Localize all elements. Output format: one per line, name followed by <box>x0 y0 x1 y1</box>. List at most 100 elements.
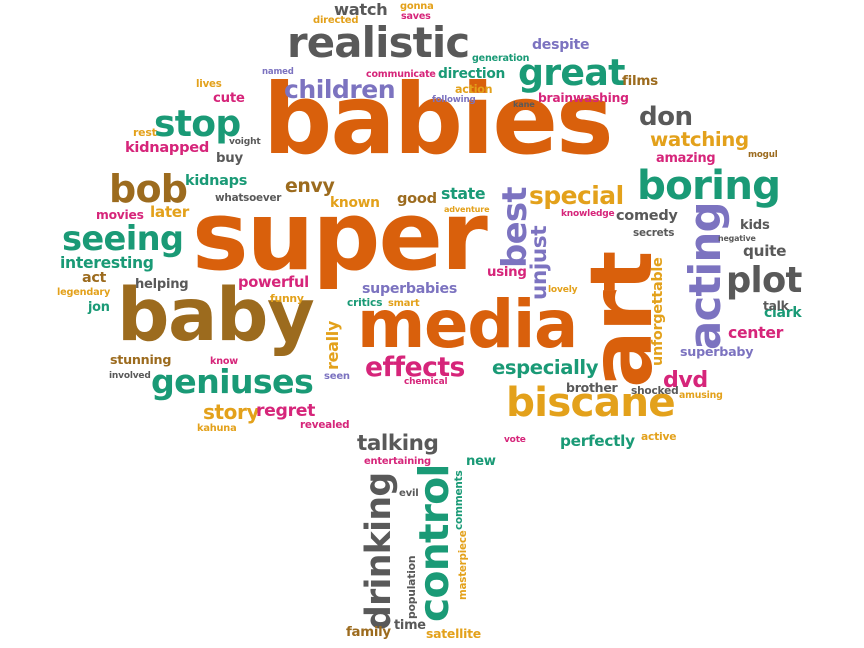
word-stop: stop <box>154 103 241 145</box>
word-brainwashing: brainwashing <box>538 91 629 105</box>
word-seeing: seeing <box>62 219 184 258</box>
word-lives: lives <box>196 79 222 90</box>
word-critics: critics <box>347 296 383 309</box>
word-smart: smart <box>388 298 420 309</box>
word-time: time <box>394 618 426 633</box>
word-movies: movies <box>96 208 144 222</box>
word-amusing: amusing <box>679 390 723 401</box>
word-don: don <box>639 102 693 132</box>
word-brother: brother <box>566 380 618 395</box>
word-helping: helping <box>135 277 189 292</box>
word-kane: kane <box>513 99 535 109</box>
word-baby: baby <box>117 273 315 358</box>
word-evil: evil <box>399 488 419 499</box>
word-effects: effects <box>365 352 465 383</box>
word-communicate: communicate <box>366 69 436 80</box>
word-act: act <box>82 270 107 286</box>
word-drinking: drinking <box>359 472 399 630</box>
word-know: know <box>210 356 238 367</box>
word-legendary: legendary <box>57 287 111 298</box>
word-buy: buy <box>216 151 243 166</box>
word-talking: talking <box>357 431 439 456</box>
word-using: using <box>487 265 527 280</box>
word-satellite: satellite <box>426 626 481 641</box>
word-seen: seen <box>324 371 350 382</box>
word-kids: kids <box>740 218 770 233</box>
word-especially: especially <box>492 356 599 379</box>
word-later: later <box>150 203 189 221</box>
word-whatsoever: whatsoever <box>215 192 282 204</box>
word-involved: involved <box>109 371 151 381</box>
word-gonna: gonna <box>400 1 434 12</box>
word-funny: funny <box>270 292 304 305</box>
word-entertaining: entertaining <box>364 456 431 467</box>
word-cute: cute <box>213 91 245 106</box>
word-new: new <box>466 454 496 469</box>
word-perfectly: perfectly <box>560 432 635 450</box>
word-watching: watching <box>650 128 749 151</box>
word-negative: negative <box>718 234 756 243</box>
word-watch: watch <box>334 0 388 19</box>
word-powerful: powerful <box>238 274 309 291</box>
word-children: children <box>284 75 396 104</box>
word-directed: directed <box>313 15 359 26</box>
word-control: control <box>410 464 458 622</box>
word-mogul: mogul <box>748 150 778 160</box>
word-geniuses: geniuses <box>151 362 314 401</box>
word-media: media <box>357 287 578 363</box>
word-clark: clark <box>764 305 802 321</box>
word-great: great <box>518 51 625 94</box>
word-knowledge: knowledge <box>561 209 615 219</box>
word-babies: babies <box>263 63 614 176</box>
word-dvd: dvd <box>663 367 708 393</box>
word-special: special <box>529 181 624 210</box>
word-state: state <box>441 184 486 203</box>
word-chemical: chemical <box>404 377 448 387</box>
word-population: population <box>405 555 418 619</box>
word-active: active <box>641 430 677 443</box>
word-interesting: interesting <box>60 254 154 272</box>
word-lovely: lovely <box>548 285 578 295</box>
word-comedy: comedy <box>616 208 678 224</box>
word-saves: saves <box>401 11 431 22</box>
word-realistic: realistic <box>287 18 470 67</box>
word-really: really <box>323 320 342 370</box>
word-revealed: revealed <box>300 419 350 431</box>
word-plot: plot <box>726 260 802 301</box>
word-kidnapped: kidnapped <box>125 139 210 156</box>
word-talk: talk <box>763 299 789 313</box>
word-kahuna: kahuna <box>197 423 237 434</box>
word-acting: acting <box>681 202 731 350</box>
word-bob: bob <box>109 167 188 211</box>
word-superbabies: superbabies <box>362 281 458 297</box>
word-center: center <box>728 323 784 342</box>
word-good: good <box>397 190 437 207</box>
word-amazing: amazing <box>656 151 716 166</box>
word-biscane: biscane <box>506 378 676 426</box>
word-direction: direction <box>438 66 506 82</box>
word-stunning: stunning <box>110 352 172 367</box>
word-named: named <box>262 67 294 77</box>
word-masterpiece: masterpiece <box>457 530 469 601</box>
word-quite: quite <box>743 242 787 260</box>
word-rest: rest <box>133 126 157 139</box>
word-boring: boring <box>637 161 781 209</box>
word-comments: comments <box>453 470 465 530</box>
word-kidnaps: kidnaps <box>185 173 248 189</box>
word-voight: voight <box>229 137 261 147</box>
word-known: known <box>330 195 380 211</box>
word-envy: envy <box>285 175 335 197</box>
word-despite: despite <box>532 37 590 53</box>
word-super: super <box>192 182 488 292</box>
word-vote: vote <box>504 435 526 445</box>
word-superbaby: superbaby <box>680 344 754 359</box>
word-regret: regret <box>256 401 316 421</box>
word-following: following <box>432 95 476 105</box>
word-adventure: adventure <box>444 204 490 214</box>
word-unforgettable: unforgettable <box>650 257 666 366</box>
word-films: films <box>622 73 658 89</box>
word-story: story <box>203 400 260 424</box>
word-jon: jon <box>88 300 110 315</box>
word-family: family <box>346 625 391 640</box>
